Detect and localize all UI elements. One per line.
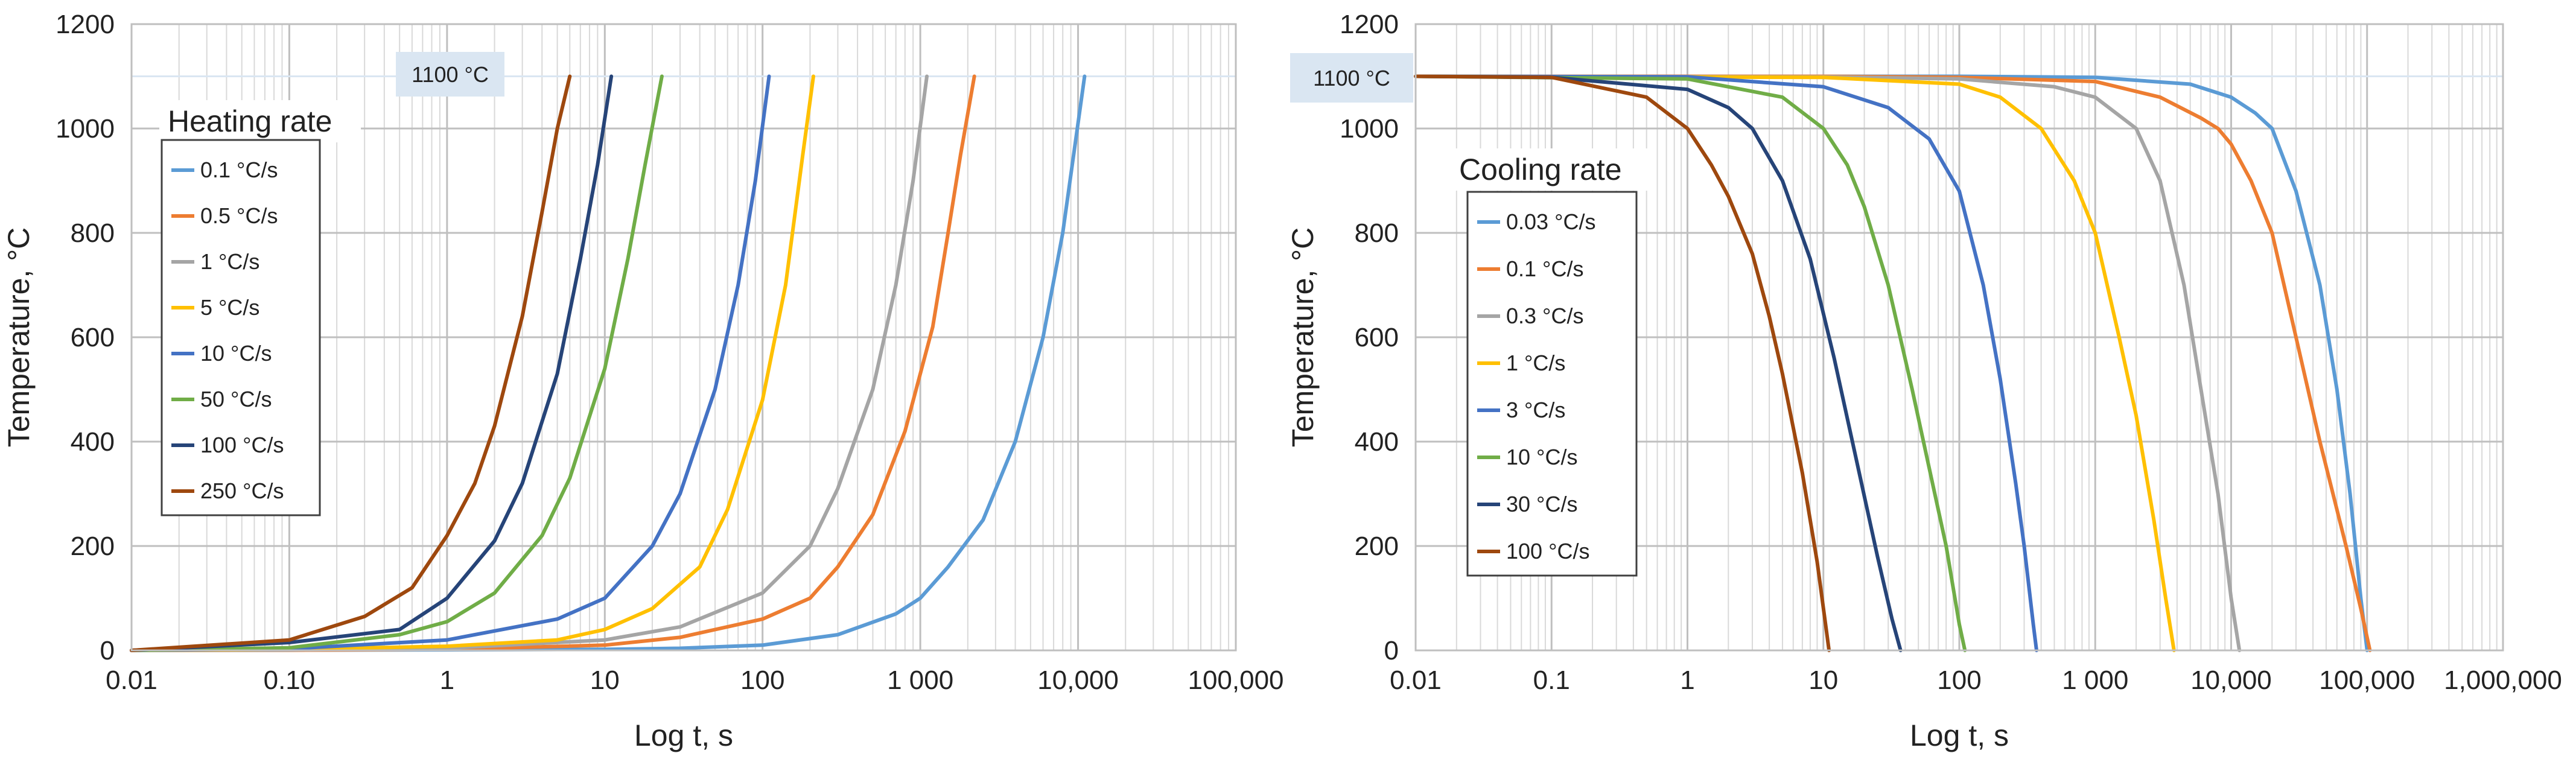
heating-x-tick-label: 100,000	[1188, 665, 1283, 695]
cooling-y-tick-label: 1200	[1340, 10, 1399, 39]
heating-legend-label-5-c-s: 5 °C/s	[200, 295, 259, 320]
heating-series-5-c-s	[130, 74, 815, 652]
heating-y-tick-label: 1200	[56, 10, 115, 39]
cooling-x-tick-label: 10	[1808, 665, 1838, 695]
cooling-y-tick-label: 200	[1355, 532, 1399, 561]
cooling-x-axis-title: Log t, s	[1910, 719, 2009, 752]
cooling-x-tick-label: 10,000	[2190, 665, 2272, 695]
cooling-legend-label-10-c-s: 10 °C/s	[1506, 445, 1577, 469]
cooling-legend-label-0-1-c-s: 0.1 °C/s	[1506, 256, 1583, 281]
cooling-x-tick-label: 100	[1937, 665, 1981, 695]
heating-y-tick-label: 1000	[56, 114, 115, 144]
heating-legend-title: Heating rate	[168, 104, 332, 138]
cooling-series-0-1-c-s	[1414, 74, 2372, 652]
cooling-series-1-c-s	[1414, 74, 2176, 652]
heating-y-axis-title: Temperature, °C	[2, 227, 36, 448]
cooling-legend-label-30-c-s: 30 °C/s	[1506, 492, 1577, 516]
cooling-y-axis-title: Temperature, °C	[1286, 227, 1320, 448]
cooling-y-tick-label: 1000	[1340, 114, 1399, 144]
heating-x-tick-label: 0.01	[106, 665, 157, 695]
cooling-legend-label-1-c-s: 1 °C/s	[1506, 351, 1565, 375]
heating-legend-label-0-5-c-s: 0.5 °C/s	[200, 203, 278, 228]
heating-legend-label-10-c-s: 10 °C/s	[200, 341, 272, 366]
heating-annotation-box	[396, 52, 504, 97]
cooling-series-0-3-c-s	[1414, 74, 2242, 652]
cooling-annotation-box	[1290, 53, 1413, 103]
heating-legend-label-50-c-s: 50 °C/s	[200, 387, 272, 411]
cooling-legend-label-0-03-c-s: 0.03 °C/s	[1506, 209, 1595, 234]
heating-x-tick-label: 0.10	[264, 665, 316, 695]
heating-y-tick-label: 600	[71, 323, 115, 352]
heating-series-250-c-s	[130, 74, 572, 652]
heating-series-100-c-s	[130, 74, 614, 652]
cooling-legend-box	[1466, 191, 1638, 577]
cooling-series-10-c-s	[1414, 74, 1967, 652]
heating-legend-label-100-c-s: 100 °C/s	[200, 433, 284, 457]
cooling-series-0-03-c-s	[1414, 74, 2369, 652]
cooling-y-tick-label: 600	[1355, 323, 1399, 352]
heating-legend-box	[161, 139, 321, 516]
cooling-series-3-c-s	[1414, 74, 2038, 652]
heating-x-tick-label: 10,000	[1037, 665, 1119, 695]
cooling-x-tick-label: 0.1	[1533, 665, 1570, 695]
heating-rate-chart: 0.01 0.10 1 10 100 1 000 10,000 100,000 0 200 400 6…	[2, 10, 1284, 752]
cooling-legend-title-bg	[1451, 148, 1652, 191]
cooling-series-100-c-s	[1414, 74, 1831, 652]
heating-y-tick-label: 800	[71, 218, 115, 248]
heating-x-tick-label: 1 000	[887, 665, 953, 695]
heating-series-50-c-s	[130, 74, 664, 652]
heating-legend-title-bg	[159, 100, 361, 142]
cooling-annotation-text: 1100 °C	[1313, 66, 1390, 90]
heating-annotation-text: 1100 °C	[412, 62, 489, 87]
cooling-x-tick-label: 1,000,000	[2444, 665, 2562, 695]
heating-y-tick-label: 400	[71, 427, 115, 457]
heating-legend-label-250-c-s: 250 °C/s	[200, 478, 284, 503]
cooling-x-tick-label: 100,000	[2319, 665, 2415, 695]
cooling-y-tick-label: 0	[1384, 636, 1399, 665]
cooling-legend-label-0-3-c-s: 0.3 °C/s	[1506, 303, 1583, 328]
heating-x-tick-label: 10	[590, 665, 620, 695]
heating-x-tick-label: 100	[740, 665, 784, 695]
cooling-y-tick-label: 400	[1355, 427, 1399, 457]
heating-y-tick-label: 0	[100, 636, 115, 665]
cooling-legend-label-3-c-s: 3 °C/s	[1506, 398, 1565, 422]
heating-series-10-c-s	[130, 74, 771, 652]
cooling-series-30-c-s	[1414, 74, 1903, 652]
heating-plot-border	[130, 23, 1237, 652]
cooling-legend-title: Cooling rate	[1459, 153, 1622, 186]
cooling-x-tick-label: 1	[1680, 665, 1694, 695]
heating-x-tick-label: 1	[440, 665, 454, 695]
cooling-x-tick-label: 0.01	[1390, 665, 1442, 695]
cooling-rate-chart: 0.01 0.1 1 10 100 1 000 10,000 100,000 1,000,000…	[1286, 10, 2562, 752]
heating-legend-label-1-c-s: 1 °C/s	[200, 249, 259, 274]
cooling-x-tick-label: 1 000	[2062, 665, 2128, 695]
cooling-legend-label-100-c-s: 100 °C/s	[1506, 539, 1589, 564]
heating-legend-label-0-1-c-s: 0.1 °C/s	[200, 157, 278, 182]
cooling-plot-border	[1414, 23, 2504, 652]
heating-x-axis-title: Log t, s	[634, 719, 733, 752]
cooling-y-tick-label: 800	[1355, 218, 1399, 248]
heating-y-tick-label: 200	[71, 532, 115, 561]
